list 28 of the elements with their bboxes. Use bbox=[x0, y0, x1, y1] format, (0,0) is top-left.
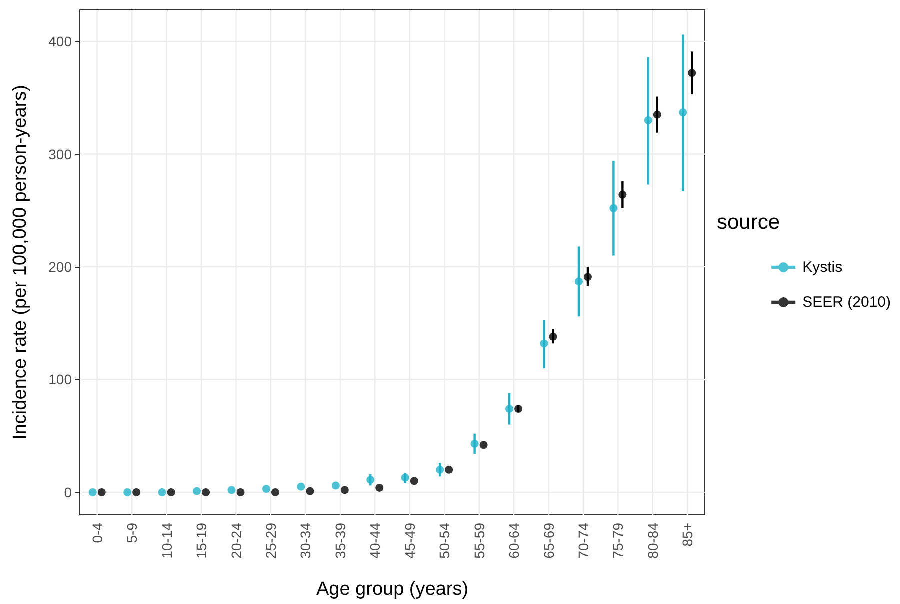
x-tick-label: 40-44 bbox=[367, 522, 384, 559]
legend-label: Kystis bbox=[802, 259, 843, 276]
y-axis-title: Incidence rate (per 100,000 person-years) bbox=[10, 85, 31, 440]
x-tick-label: 85+ bbox=[680, 523, 696, 547]
x-tick-label: 5-9 bbox=[124, 522, 140, 544]
x-tick-label: 15-19 bbox=[194, 522, 210, 559]
x-tick-label: 45-49 bbox=[402, 522, 418, 559]
x-tick-label: 30-34 bbox=[298, 522, 314, 559]
x-tick-label: 25-29 bbox=[262, 522, 279, 559]
y-tick-label: 400 bbox=[48, 34, 72, 50]
x-tick-label: 0-4 bbox=[89, 522, 106, 544]
y-tick-label: 100 bbox=[48, 372, 72, 388]
x-tick-label: 70-74 bbox=[575, 522, 592, 559]
legend-label: SEER (2010) bbox=[802, 294, 892, 311]
x-tick-label: 35-39 bbox=[332, 522, 348, 559]
y-tick-label: 200 bbox=[48, 259, 72, 276]
legend-title: source bbox=[716, 211, 780, 234]
y-tick-label: 300 bbox=[48, 146, 72, 162]
x-tick-label: 50-54 bbox=[436, 522, 453, 559]
x-tick-label: 75-79 bbox=[610, 522, 626, 559]
x-tick-label: 60-64 bbox=[506, 522, 522, 559]
y-tick-label: 0 bbox=[64, 484, 72, 500]
x-tick-label: 55-59 bbox=[471, 522, 488, 559]
x-tick-label: 80-84 bbox=[644, 522, 661, 559]
x-tick-label: 20-24 bbox=[228, 522, 244, 559]
x-axis-title: Age group (years) bbox=[316, 579, 469, 600]
x-tick-label: 10-14 bbox=[158, 522, 175, 559]
x-tick-label: 65-69 bbox=[540, 522, 557, 559]
